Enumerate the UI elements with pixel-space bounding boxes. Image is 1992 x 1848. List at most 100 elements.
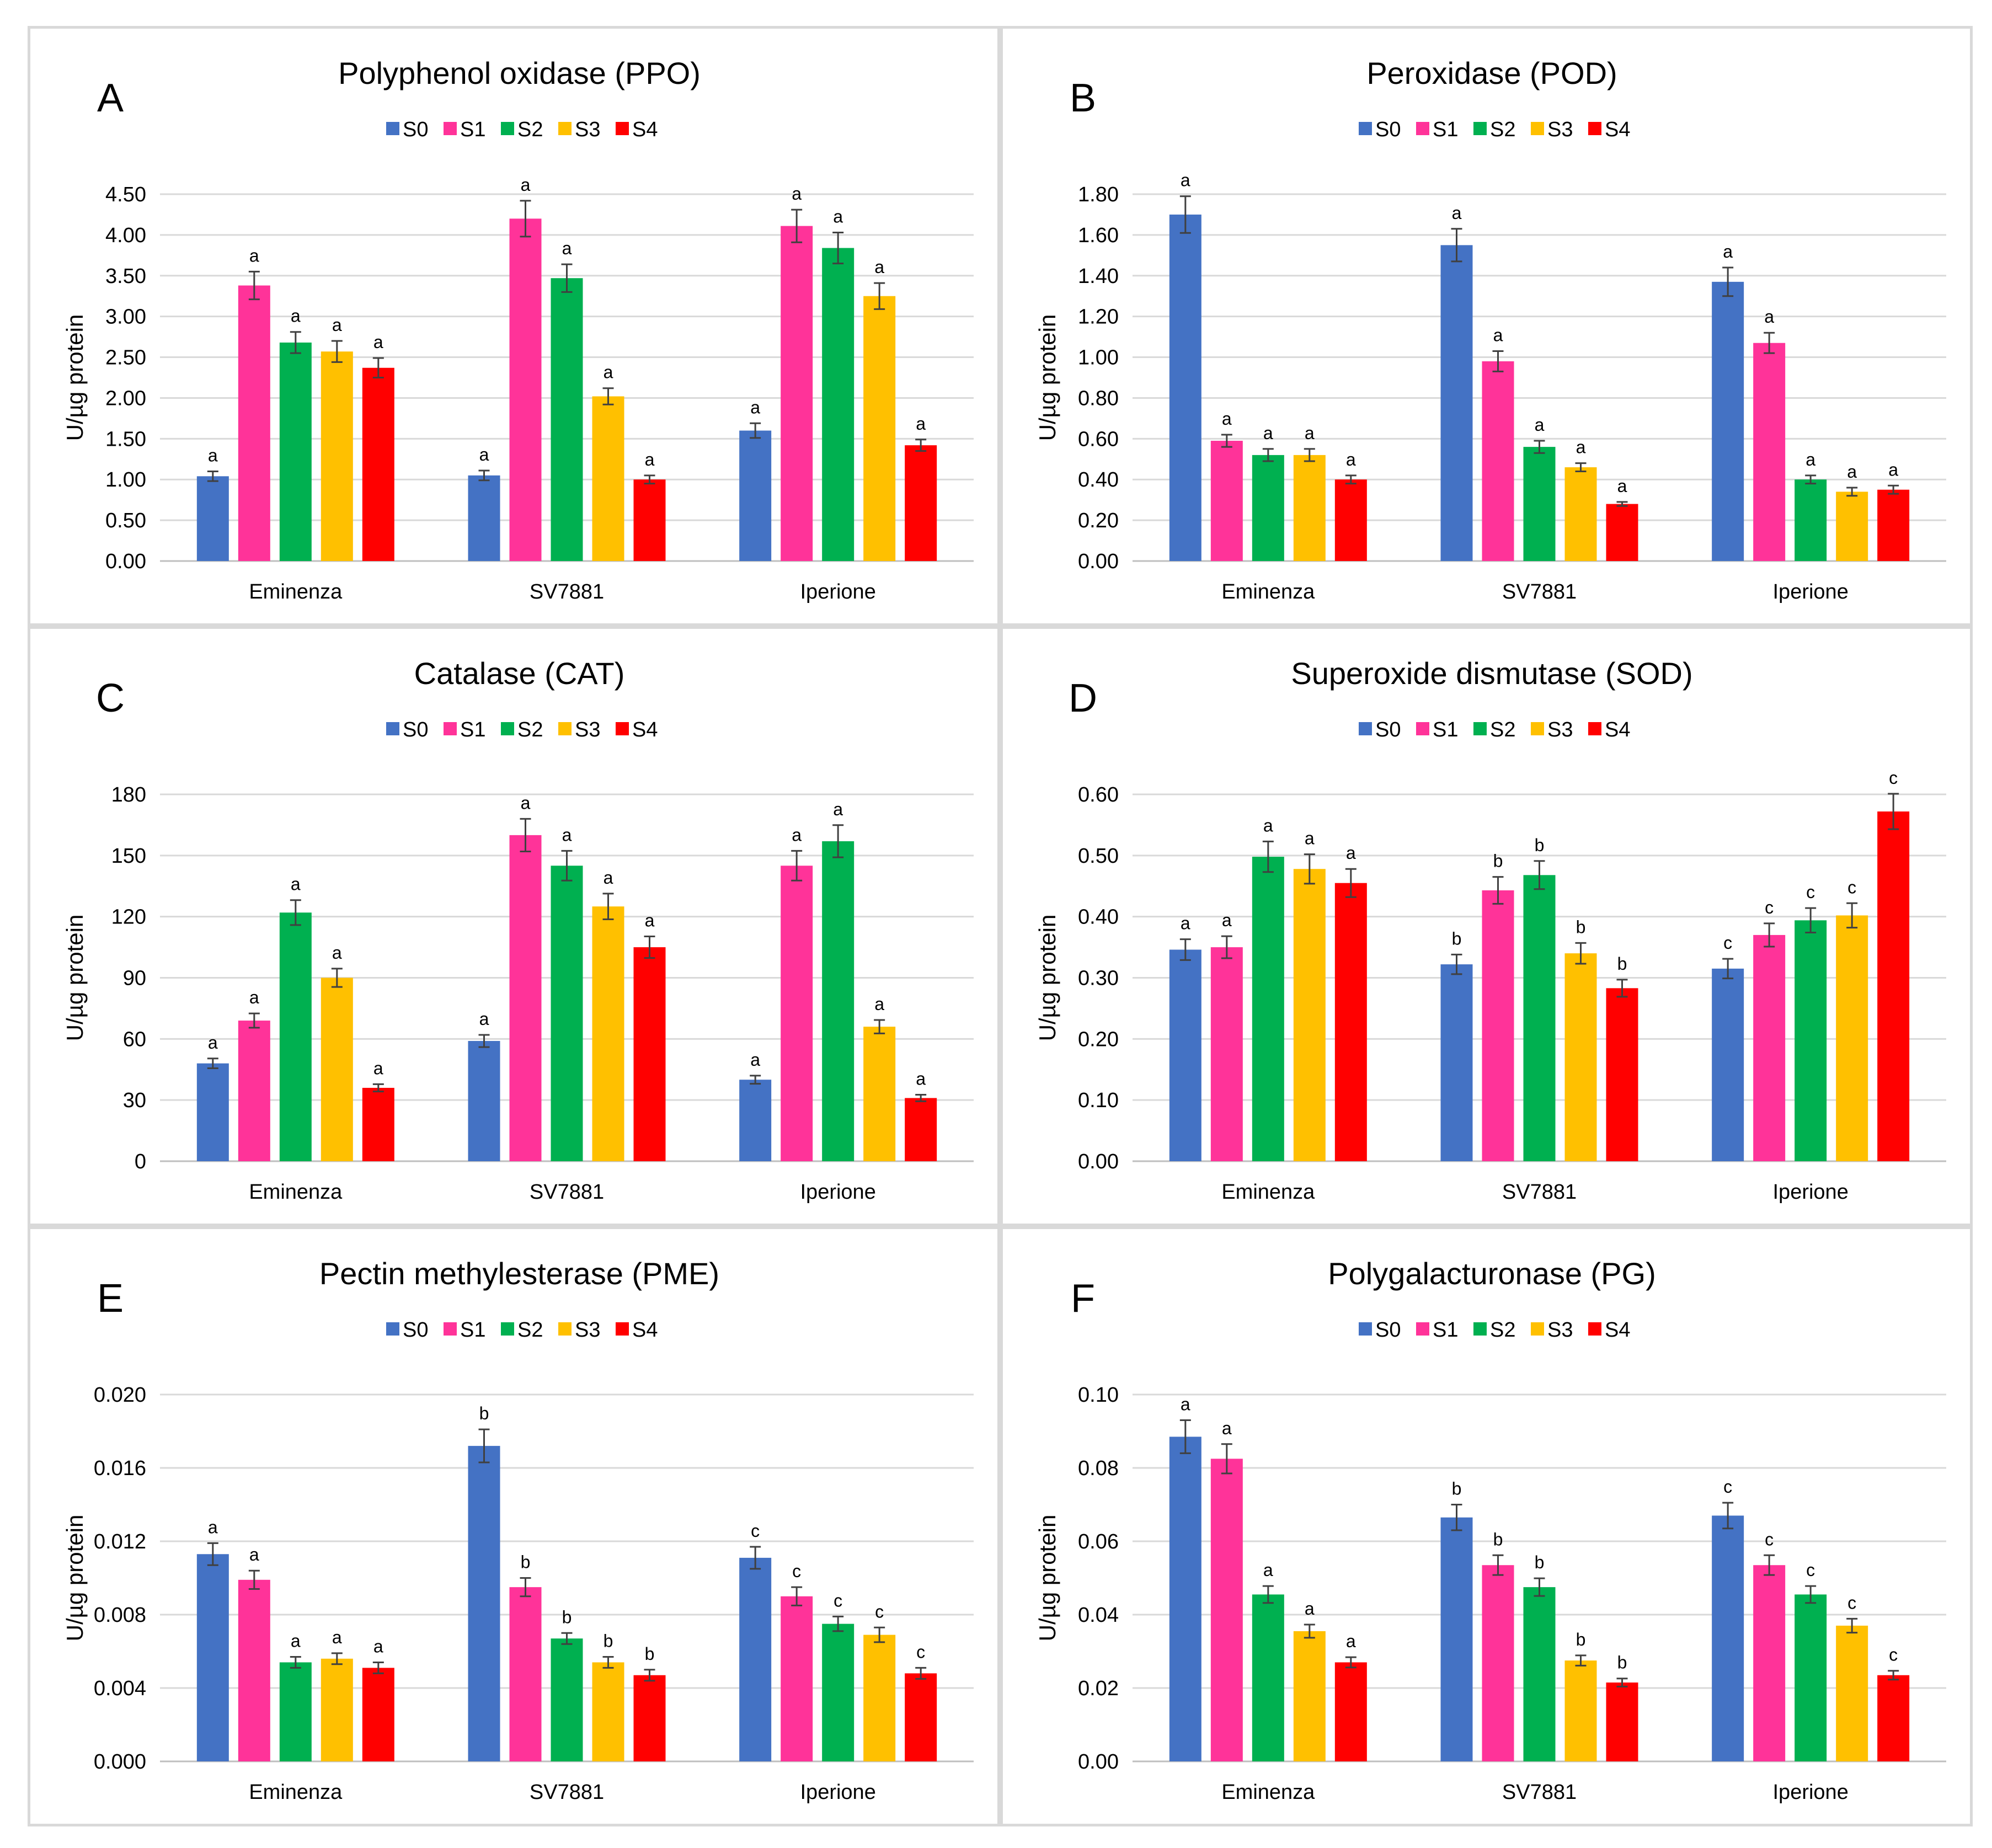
error-bar-eminenza-s1 bbox=[248, 1569, 260, 1590]
error-bar-eminenza-s0 bbox=[1179, 938, 1191, 961]
significance-label: a bbox=[291, 1631, 301, 1651]
significance-label: c bbox=[1889, 1645, 1898, 1665]
error-bar-iperione-s4 bbox=[1888, 484, 1899, 495]
legend-label-s3: S3 bbox=[1547, 118, 1573, 141]
legend-label-s2: S2 bbox=[1490, 1318, 1515, 1342]
bar-iperione-s3 bbox=[1836, 1625, 1868, 1761]
error-bar-sv7881-s0 bbox=[1451, 228, 1462, 263]
error-bar-sv7881-s0 bbox=[478, 469, 490, 482]
y-axis-label: U/µg protein bbox=[1034, 915, 1060, 1041]
error-bar-sv7881-s0 bbox=[478, 1428, 490, 1464]
legend-swatch-s4 bbox=[616, 722, 629, 735]
error-bar-eminenza-s2 bbox=[290, 1655, 301, 1669]
legend-label-s1: S1 bbox=[1433, 718, 1458, 741]
legend-swatch-s0 bbox=[1359, 722, 1372, 735]
error-bar-sv7881-s0 bbox=[1451, 1504, 1462, 1531]
y-tick-label: 0.000 bbox=[94, 1750, 146, 1774]
error-bar-eminenza-s3 bbox=[1304, 853, 1315, 885]
bar-iperione-s4 bbox=[905, 1098, 937, 1161]
y-tick-label: 0.00 bbox=[1078, 1750, 1119, 1774]
category-label-iperione: Iperione bbox=[800, 1781, 876, 1804]
category-label-eminenza: Eminenza bbox=[1221, 1781, 1315, 1804]
legend-label-s0: S0 bbox=[1375, 118, 1401, 141]
error-bar-eminenza-s2 bbox=[1262, 1585, 1274, 1604]
bar-sv7881-s3 bbox=[1564, 953, 1597, 1161]
bar-iperione-s4 bbox=[1877, 489, 1910, 561]
bar-iperione-s4 bbox=[905, 1673, 937, 1761]
y-tick-label: 0.40 bbox=[1078, 468, 1119, 492]
bar-eminenza-s3 bbox=[321, 1658, 353, 1761]
legend-swatch-s4 bbox=[616, 1322, 629, 1336]
legend-swatch-s4 bbox=[1588, 1322, 1601, 1336]
error-bar-sv7881-s0 bbox=[1451, 953, 1462, 975]
panel-pg: Polygalacturonase (PG) F S0 S1 S2 S3 S4 0.00 0.0… bbox=[1000, 1226, 1973, 1826]
panel-pod: Peroxidase (POD) B S0 S1 S2 S3 S4 0.00 0.20 0.40 0… bbox=[1000, 26, 1973, 626]
error-bar-sv7881-s2 bbox=[561, 1632, 573, 1645]
bar-sv7881-s4 bbox=[633, 1675, 666, 1761]
bar-sv7881-s1 bbox=[1482, 361, 1514, 561]
panel-letter: B bbox=[1070, 76, 1096, 120]
error-bar-eminenza-s3 bbox=[331, 968, 343, 988]
chart-svg: Polygalacturonase (PG) F S0 S1 S2 S3 S4 0.00 0.0… bbox=[1034, 1256, 1946, 1804]
y-tick-label: 2.00 bbox=[105, 387, 146, 410]
legend-swatch-s1 bbox=[444, 1322, 457, 1336]
chart-title: Pectin methylesterase (PME) bbox=[319, 1256, 719, 1291]
category-label-iperione: Iperione bbox=[1773, 580, 1849, 603]
y-tick-label: 0.20 bbox=[1078, 509, 1119, 532]
error-bar-iperione-s4 bbox=[915, 1094, 927, 1102]
significance-label: a bbox=[291, 306, 301, 326]
bar-eminenza-s3 bbox=[1293, 1631, 1326, 1761]
significance-label: a bbox=[1346, 450, 1356, 469]
significance-label: a bbox=[604, 362, 613, 382]
legend-label-s0: S0 bbox=[1375, 718, 1401, 741]
significance-label: a bbox=[604, 868, 613, 888]
error-bar-iperione-s1 bbox=[1764, 332, 1775, 354]
error-bar-iperione-s3 bbox=[874, 282, 885, 310]
legend-swatch-s2 bbox=[501, 122, 514, 135]
legend-label-s0: S0 bbox=[403, 1318, 428, 1342]
error-bar-sv7881-s1 bbox=[1492, 876, 1504, 905]
error-bar-sv7881-s0 bbox=[478, 1034, 490, 1048]
significance-label: b bbox=[562, 1607, 572, 1627]
significance-label: a bbox=[1263, 815, 1273, 835]
bar-sv7881-s2 bbox=[551, 866, 583, 1161]
significance-label: c bbox=[916, 1642, 925, 1662]
error-bar-iperione-s3 bbox=[874, 1626, 885, 1643]
bar-sv7881-s3 bbox=[592, 1662, 624, 1761]
significance-label: a bbox=[1493, 325, 1503, 345]
significance-label: a bbox=[750, 397, 760, 417]
bar-eminenza-s2 bbox=[1252, 1594, 1284, 1761]
chart-svg: Polyphenol oxidase (PPO) A S0 S1 S2 S3 S4 0.00 0… bbox=[62, 56, 974, 603]
y-tick-label: 2.50 bbox=[105, 346, 146, 370]
error-bar-eminenza-s4 bbox=[372, 1083, 384, 1093]
significance-label: a bbox=[1888, 460, 1898, 479]
y-tick-label: 0.10 bbox=[1078, 1089, 1119, 1112]
legend-swatch-s0 bbox=[386, 722, 399, 735]
legend-label-s4: S4 bbox=[1605, 1318, 1630, 1342]
error-bar-eminenza-s0 bbox=[1179, 1419, 1191, 1454]
error-bar-iperione-s0 bbox=[1722, 1502, 1734, 1530]
bar-eminenza-s3 bbox=[1293, 455, 1326, 561]
bar-eminenza-s4 bbox=[1334, 1662, 1367, 1761]
error-bar-sv7881-s2 bbox=[1534, 1577, 1545, 1597]
bar-eminenza-s3 bbox=[321, 978, 353, 1161]
significance-label: a bbox=[1576, 437, 1586, 457]
bar-iperione-s1 bbox=[781, 226, 813, 562]
legend-label-s2: S2 bbox=[1490, 118, 1515, 141]
y-tick-label: 1.00 bbox=[1078, 346, 1119, 370]
y-tick-label: 0.00 bbox=[1078, 1150, 1119, 1173]
legend-label-s3: S3 bbox=[575, 718, 600, 741]
y-tick-label: 0.012 bbox=[94, 1530, 146, 1553]
category-label-iperione: Iperione bbox=[1773, 1181, 1849, 1204]
bar-sv7881-s3 bbox=[1564, 1660, 1597, 1761]
bar-iperione-s2 bbox=[1795, 1594, 1827, 1761]
bar-eminenza-s1 bbox=[238, 285, 270, 561]
significance-label: b bbox=[521, 1552, 531, 1572]
error-bar-eminenza-s4 bbox=[372, 1661, 384, 1674]
bar-iperione-s3 bbox=[1836, 915, 1868, 1161]
significance-label: b bbox=[1617, 1653, 1627, 1673]
y-axis-label: U/µg protein bbox=[1034, 1515, 1060, 1642]
significance-label: a bbox=[1617, 476, 1627, 496]
bar-iperione-s2 bbox=[822, 248, 855, 561]
legend-label-s3: S3 bbox=[1547, 718, 1573, 741]
